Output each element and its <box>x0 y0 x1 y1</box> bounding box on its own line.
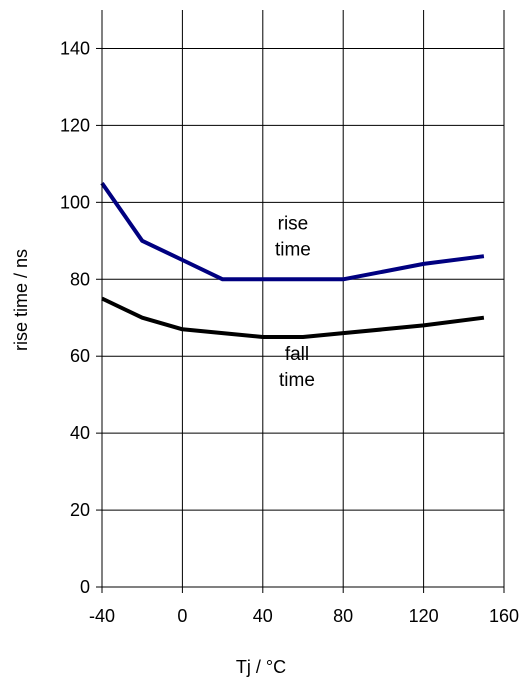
series-lines <box>100 181 485 339</box>
axes <box>96 10 505 593</box>
annotation-2-line-2: time <box>279 370 315 391</box>
annotation-2-line-1: fall <box>285 344 309 365</box>
annotation-1-line-2: time <box>275 239 311 260</box>
y-axis-title: rise time / ns <box>11 249 31 351</box>
series-line-2 <box>101 296 485 339</box>
y-tick-label: 0 <box>80 577 90 597</box>
x-tick-label: 0 <box>177 606 187 626</box>
y-tick-label: 40 <box>70 423 90 443</box>
gridlines <box>102 10 505 587</box>
y-tick-label: 140 <box>60 38 90 58</box>
x-tick-label: -40 <box>89 606 115 626</box>
y-tick-label: 120 <box>60 115 90 135</box>
x-tick-label: 40 <box>253 606 273 626</box>
x-tick-label: 80 <box>333 606 353 626</box>
tick-labels: -40 0 40 80 120 160 0 20 40 60 80 100 120 140 <box>60 38 519 626</box>
y-tick-label: 80 <box>70 269 90 289</box>
annotations: rise time fall time <box>275 213 315 391</box>
y-tick-label: 60 <box>70 346 90 366</box>
series-line-1 <box>100 181 485 282</box>
x-tick-label: 160 <box>489 606 519 626</box>
x-axis-title: Tj / °C <box>236 657 286 677</box>
y-tick-label: 20 <box>70 500 90 520</box>
annotation-1-line-1: rise <box>278 213 309 234</box>
x-tick-label: 120 <box>409 606 439 626</box>
y-tick-label: 100 <box>60 192 90 212</box>
